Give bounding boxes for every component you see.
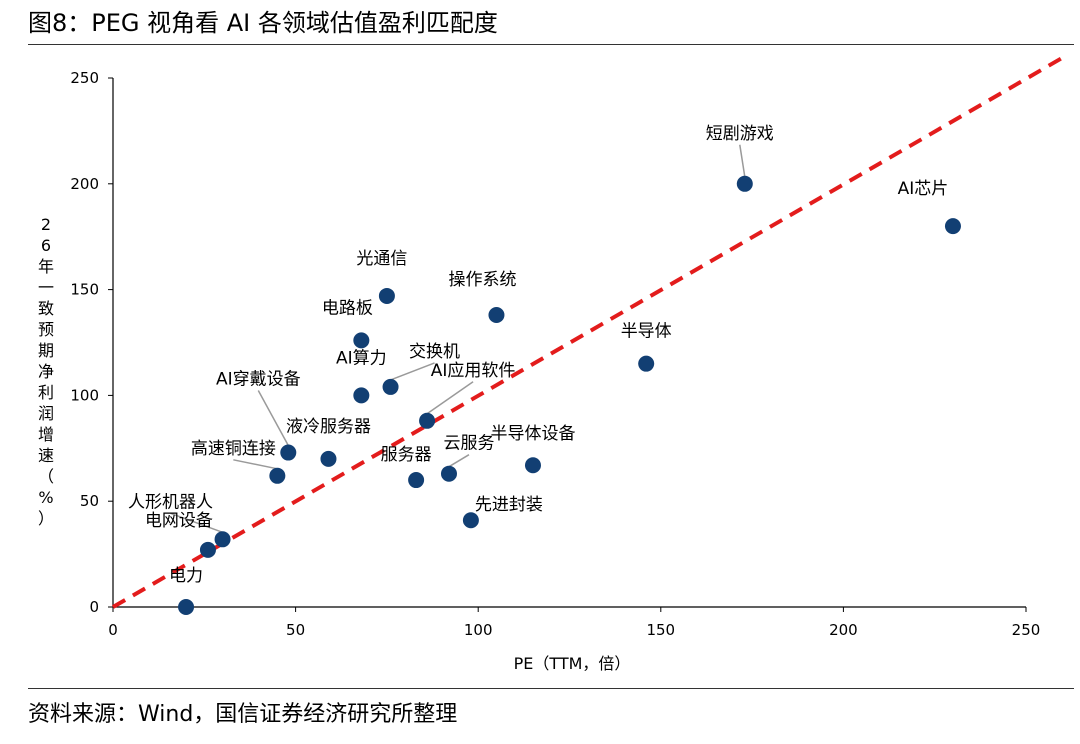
source-note: 资料来源：Wind，国信证券经济研究所整理 [28, 702, 458, 727]
point-label: AI芯片 [898, 179, 949, 199]
source-divider [28, 688, 1074, 689]
x-axis-label: PE（TTM，倍） [514, 654, 631, 673]
data-point [638, 355, 655, 372]
point-label: AI算力 [336, 348, 387, 368]
data-point [419, 412, 436, 429]
label-leader [170, 512, 223, 533]
label-leader [739, 144, 746, 177]
x-tick-label: 100 [464, 621, 493, 639]
reference-line [111, 56, 1064, 609]
point-label: 半导体设备 [490, 424, 575, 444]
data-point [178, 599, 195, 615]
point-label: 电网设备 [145, 511, 213, 531]
point-label: 服务器 [381, 445, 432, 465]
data-point [269, 467, 286, 484]
data-point [440, 465, 457, 482]
point-label: AI穿戴设备 [216, 370, 301, 390]
point-label: 电路板 [322, 298, 373, 318]
x-tick-label: 150 [646, 621, 675, 639]
data-point [378, 287, 395, 304]
point-label: 高速铜连接 [191, 439, 276, 459]
data-point [408, 472, 425, 489]
data-point [320, 450, 337, 467]
data-point [199, 541, 216, 558]
x-tick-label: 50 [286, 621, 305, 639]
y-tick-label: 150 [70, 281, 99, 299]
data-point [462, 512, 479, 529]
scatter-chart: 0 50 100 150 200 250 0 50 100 150 200 250 2 6 年一致预期净利润… [38, 56, 1064, 673]
point-label: 光通信 [356, 249, 407, 269]
label-leader [233, 459, 278, 470]
data-point [524, 457, 541, 474]
point-label: 半导体 [621, 322, 672, 342]
x-tick-label: 200 [829, 621, 858, 639]
data-point [280, 444, 297, 461]
label-leader [448, 454, 470, 468]
y-axis-label: 2 6 年一致预期净利润增速（%） [38, 215, 54, 528]
x-tick-label: 0 [108, 621, 118, 639]
label-leaders [170, 144, 746, 533]
label-leader [426, 381, 474, 415]
data-point [488, 306, 505, 323]
data-point [944, 218, 961, 235]
data-point [214, 531, 231, 548]
data-point [353, 387, 370, 404]
point-label: 交换机 [409, 342, 460, 362]
point-label: 先进封装 [475, 495, 543, 515]
y-tick-label: 250 [70, 69, 99, 87]
point-label: 人形机器人 [128, 492, 213, 512]
y-tick-label: 0 [89, 598, 99, 616]
chart-axes: 0 50 100 150 200 250 0 50 100 150 200 250 2 6 年一致预期净利润… [38, 69, 1040, 639]
point-label: 云服务 [443, 434, 494, 454]
data-point [382, 378, 399, 395]
point-label: 短剧游戏 [706, 124, 774, 144]
point-label: 液冷服务器 [286, 417, 371, 437]
point-label: 操作系统 [448, 270, 516, 290]
y-tick-label: 200 [70, 175, 99, 193]
label-leader [390, 362, 435, 381]
x-tick-label: 250 [1012, 621, 1041, 639]
data-points [178, 175, 961, 615]
title-divider [28, 44, 1074, 45]
label-leader [257, 390, 289, 446]
point-label: 电力 [169, 566, 203, 586]
point-label: AI应用软件 [431, 361, 516, 381]
figure-title: 图8：PEG 视角看 AI 各领域估值盈利匹配度 [28, 9, 498, 37]
y-tick-label: 100 [70, 386, 99, 404]
data-point [353, 332, 370, 349]
y-tick-label: 50 [80, 492, 99, 510]
data-point [736, 175, 753, 192]
reference-line-group [111, 56, 1064, 609]
